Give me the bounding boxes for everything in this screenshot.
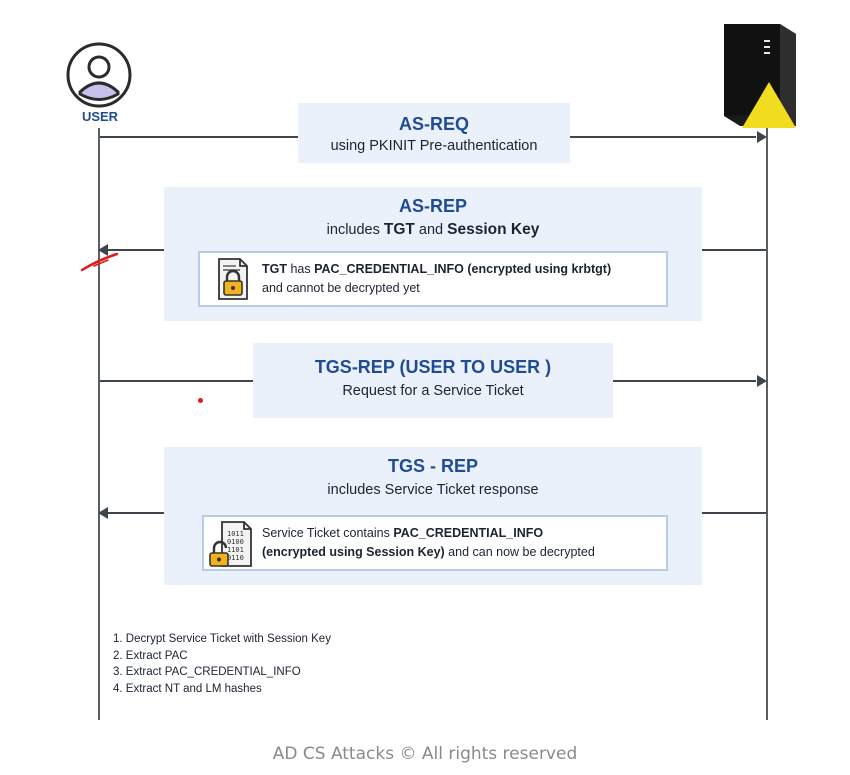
step-item: 3. Extract PAC_CREDENTIAL_INFO: [113, 666, 301, 678]
svg-text:1101: 1101: [227, 546, 244, 554]
as-rep-sub-and: and: [414, 222, 448, 238]
as-rep-subtitle: includes TGT and Session Key: [164, 221, 702, 239]
tgs-note-bold2: (encrypted using Session Key): [262, 545, 445, 559]
warning-triangle-icon: [740, 80, 798, 130]
red-annotation-stroke: [80, 250, 120, 274]
as-req-arrowhead: [757, 131, 767, 143]
as-rep-sub-pre: includes: [326, 222, 384, 238]
svg-text:0110: 0110: [227, 554, 244, 562]
tgs-rep-box: TGS - REP includes Service Ticket respon…: [164, 447, 702, 585]
tgs-rep-subtitle: includes Service Ticket response: [327, 482, 539, 498]
note-pac: PAC_CREDENTIAL_INFO (encrypted using krb…: [314, 262, 612, 276]
tgs-note-pac: PAC_CREDENTIAL_INFO: [393, 526, 544, 540]
tgs-req-arrowhead: [757, 375, 767, 387]
tgs-note-pre: Service Ticket contains: [262, 526, 394, 540]
tgs-req-title: TGS-REP (USER TO USER ): [314, 357, 552, 377]
footer-copyright: AD CS Attacks © All rights reserved: [272, 744, 578, 764]
red-annotation-dot: [198, 398, 203, 403]
tgs-rep-arrowhead: [98, 507, 108, 519]
locked-document-icon: [216, 257, 250, 301]
as-rep-sub-key: Session Key: [447, 221, 540, 238]
tgs-rep-note-text: Service Ticket contains PAC_CREDENTIAL_I…: [262, 524, 595, 562]
tgs-note-tail: and can now be decrypted: [444, 545, 595, 559]
note-line2: and cannot be decrypted yet: [262, 281, 420, 295]
as-req-title: AS-REQ: [398, 114, 469, 134]
as-rep-note-box: TGT has PAC_CREDENTIAL_INFO (encrypted u…: [198, 251, 668, 307]
server-lifeline: [766, 128, 768, 720]
as-rep-arrowhead: [98, 244, 108, 256]
user-lifeline: [98, 128, 100, 720]
user-label: USER: [81, 109, 119, 124]
step-item: 4. Extract NT and LM hashes: [113, 682, 262, 695]
svg-text:0100: 0100: [227, 538, 244, 546]
as-rep-note-text: TGT has PAC_CREDENTIAL_INFO (encrypted u…: [262, 260, 611, 298]
as-rep-title: AS-REP: [398, 196, 467, 216]
user-avatar-icon: [66, 42, 132, 108]
as-rep-sub-tgt: TGT: [383, 221, 415, 238]
unlocked-binary-document-icon: 1011 0100 1101 0110: [208, 520, 254, 568]
tgs-req-subtitle: Request for a Service Ticket: [342, 383, 524, 399]
svg-text:1011: 1011: [227, 530, 244, 538]
as-req-box: AS-REQ using PKINIT Pre-authentication: [298, 103, 570, 163]
tgs-rep-note-box: 1011 0100 1101 0110 Service Ticket conta…: [202, 515, 668, 571]
step-item: 2. Extract PAC: [113, 649, 188, 662]
tgs-req-box: TGS-REP (USER TO USER ) Request for a Se…: [253, 343, 613, 418]
step-item: 1. Decrypt Service Ticket with Session K…: [113, 633, 331, 645]
steps-list: 1. Decrypt Service Ticket with Session K…: [113, 631, 331, 697]
note-has: has: [287, 262, 315, 276]
as-rep-box: AS-REP includes TGT and Session Key TGT …: [164, 187, 702, 321]
tgs-rep-title: TGS - REP: [387, 456, 478, 476]
as-req-subtitle: using PKINIT Pre-authentication: [330, 138, 538, 154]
note-tgt: TGT: [262, 262, 287, 276]
